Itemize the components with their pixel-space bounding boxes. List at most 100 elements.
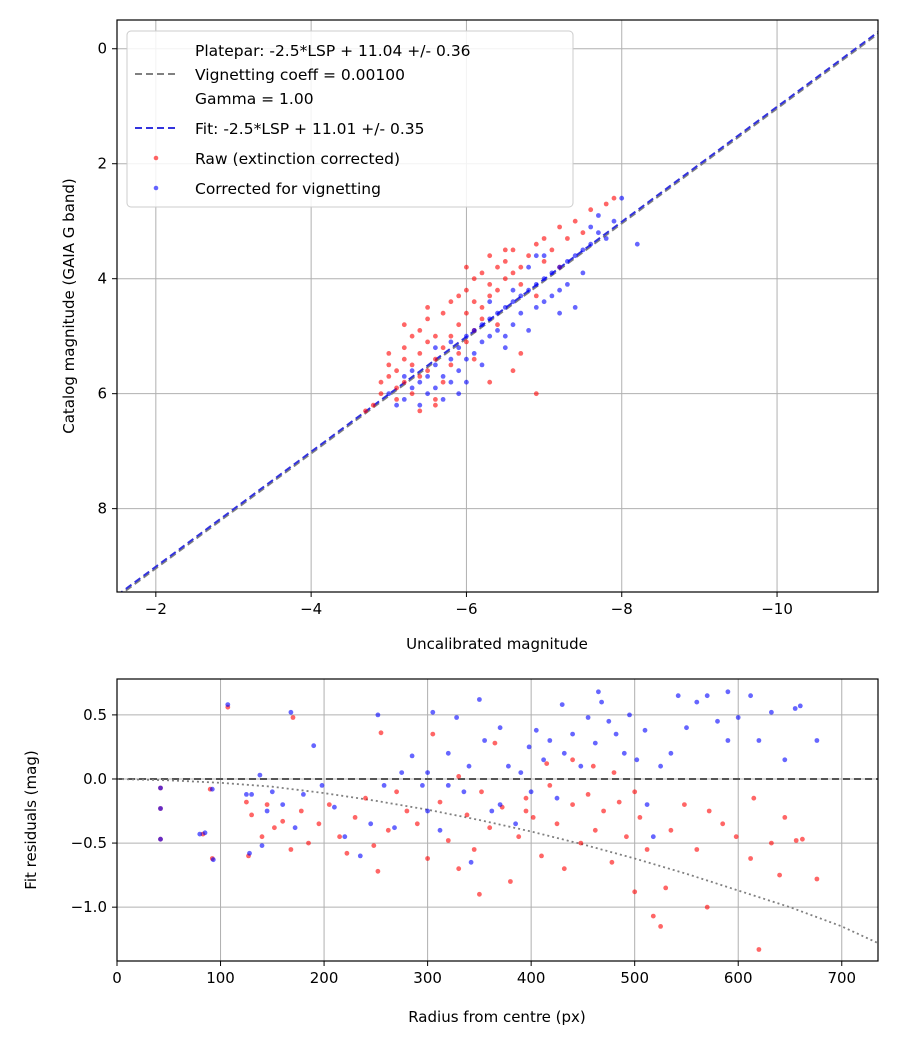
data-point <box>464 812 470 818</box>
x-tick-label: −10 <box>761 600 793 618</box>
data-point <box>378 391 384 397</box>
data-point <box>596 213 601 218</box>
data-point <box>526 328 531 333</box>
data-point <box>401 345 407 351</box>
data-point <box>510 322 516 328</box>
bottom-plot-frame <box>116 678 879 962</box>
data-point <box>477 697 482 702</box>
data-point <box>502 305 508 310</box>
data-point <box>570 757 575 763</box>
x-tick-label: 500 <box>620 969 649 987</box>
data-point <box>471 847 477 852</box>
data-point <box>675 693 681 699</box>
data-point <box>580 247 586 253</box>
data-point <box>599 699 604 705</box>
x-tick-label: −2 <box>145 600 167 618</box>
data-point <box>479 789 484 795</box>
legend-platepar-label: Platepar: -2.5*LSP + 11.04 +/- 0.36 Vign… <box>195 42 476 108</box>
data-point <box>533 391 539 397</box>
data-point <box>756 738 762 743</box>
top-ticks: −2 −4 −6 −8 −10 0 2 4 6 8 <box>97 40 792 618</box>
data-point <box>445 838 451 843</box>
data-point <box>448 356 454 362</box>
data-point <box>782 815 788 820</box>
data-point <box>585 792 591 797</box>
data-point <box>437 827 443 833</box>
data-point <box>158 806 163 811</box>
data-point <box>510 287 516 293</box>
data-point <box>748 693 753 699</box>
data-point <box>637 815 643 820</box>
x-tick-label: −8 <box>611 600 633 618</box>
data-point <box>370 402 376 408</box>
data-point <box>596 230 601 236</box>
data-point <box>456 322 462 328</box>
data-point <box>394 385 399 391</box>
data-point <box>508 879 513 884</box>
data-point <box>526 744 532 750</box>
data-point <box>518 770 524 775</box>
data-point <box>756 947 762 952</box>
data-point <box>417 408 423 414</box>
data-point <box>420 783 425 788</box>
data-point <box>642 727 648 733</box>
data-point <box>518 310 524 316</box>
data-point <box>456 293 462 299</box>
data-point <box>549 247 555 253</box>
legend-raw-label: Raw (extinction corrected) <box>195 150 400 168</box>
data-point <box>247 850 252 856</box>
data-point <box>456 345 462 351</box>
data-point <box>793 838 799 843</box>
data-point <box>409 362 415 368</box>
legend-raw-marker <box>153 155 159 161</box>
y-tick-label: 8 <box>97 500 107 518</box>
data-point <box>777 872 782 878</box>
series-1 <box>386 195 640 408</box>
data-point <box>751 795 757 801</box>
x-tick-label: 100 <box>206 969 235 987</box>
data-point <box>386 374 392 379</box>
data-point <box>495 322 500 328</box>
data-point <box>578 763 584 769</box>
data-point <box>526 264 531 270</box>
data-point <box>479 322 485 328</box>
data-point <box>541 757 546 763</box>
data-point <box>158 785 163 791</box>
data-point <box>456 866 462 872</box>
data-point <box>769 709 774 715</box>
data-point <box>371 843 377 848</box>
data-point <box>425 808 430 814</box>
data-point <box>409 368 415 374</box>
bottom-scatter-points <box>158 689 820 952</box>
data-point <box>363 795 368 801</box>
data-point <box>797 703 803 709</box>
data-point <box>375 712 381 718</box>
data-point <box>363 408 368 414</box>
data-point <box>694 847 700 852</box>
data-point <box>456 368 462 374</box>
data-point <box>554 795 560 801</box>
data-point <box>492 740 498 746</box>
data-point <box>440 374 446 379</box>
data-point <box>386 362 392 368</box>
data-point <box>706 808 712 814</box>
data-point <box>561 750 567 756</box>
data-point <box>539 853 544 859</box>
data-point <box>401 397 407 402</box>
x-tick-label: 400 <box>517 969 546 987</box>
data-point <box>368 821 374 827</box>
data-point <box>502 345 508 351</box>
data-point <box>425 368 430 374</box>
data-point <box>249 792 255 797</box>
data-point <box>624 834 629 840</box>
data-point <box>342 834 348 840</box>
x-tick-label: −4 <box>300 600 322 618</box>
data-point <box>375 868 381 874</box>
legend-corrected-label: Corrected for vignetting <box>195 180 381 198</box>
x-tick-label: 0 <box>112 969 122 987</box>
data-point <box>440 345 446 351</box>
data-point <box>565 259 570 264</box>
data-point <box>394 368 399 374</box>
data-point <box>464 333 469 339</box>
data-point <box>516 834 522 840</box>
